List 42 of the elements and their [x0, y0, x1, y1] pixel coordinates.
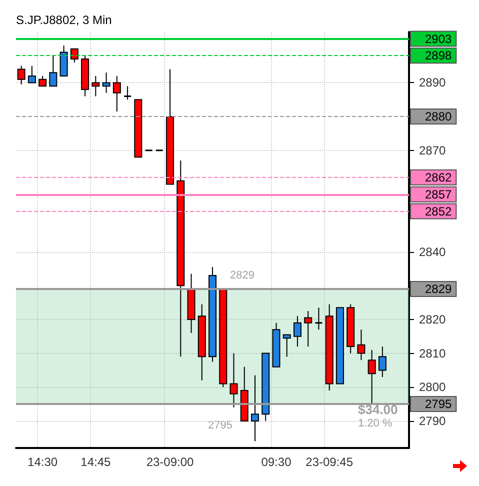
y-tick-label: 2800	[419, 380, 446, 394]
candlestick	[92, 75, 100, 97]
candlestick	[60, 45, 68, 76]
y-tick-label: 2890	[419, 76, 446, 90]
candlestick	[282, 334, 291, 358]
x-tick-label: 23-09:45	[306, 455, 354, 469]
y-tick-label: 2840	[419, 244, 446, 259]
candlestick	[17, 65, 26, 85]
candlestick	[230, 352, 238, 408]
y-tick-label: 2820	[419, 312, 446, 326]
x-tick-label: 09:30	[261, 455, 292, 469]
candlestick	[250, 374, 259, 442]
chart-title: S.JP.J8802, 3 Min	[16, 13, 112, 27]
x-tick-label: 23-09:00	[146, 455, 194, 469]
candlestick	[123, 86, 132, 100]
candlestick	[38, 75, 47, 87]
ref-line-label: 2862	[425, 170, 452, 184]
y-tick-label: 2790	[419, 414, 446, 428]
ref-line-label: 2795	[425, 397, 452, 412]
candlestick	[28, 65, 36, 84]
candlestick	[378, 346, 386, 378]
annotation: $34.00	[358, 402, 398, 417]
ref-line-label: 2829	[425, 282, 452, 296]
ref-line-label: 2852	[425, 204, 452, 218]
ref-line-label: 2880	[425, 110, 452, 124]
candlestick	[357, 329, 366, 361]
candlestick	[368, 349, 376, 405]
candlestick	[70, 48, 78, 63]
ref-line-label: 2857	[425, 187, 452, 202]
y-tick-label: 2810	[419, 346, 446, 360]
x-tick-label: 14:30	[28, 455, 58, 469]
candlestick	[112, 75, 121, 112]
ref-line-label: 2903	[425, 32, 452, 46]
y-tick-label: 2870	[419, 143, 446, 158]
x-tick-label: 14:45	[80, 455, 111, 469]
annotation: 2829	[230, 270, 254, 282]
candlestick	[314, 307, 323, 330]
candlestick	[293, 316, 302, 348]
candlestick	[102, 72, 110, 94]
candlestick	[304, 310, 312, 348]
candlestick	[49, 55, 58, 87]
ref-line-label: 2898	[425, 48, 452, 63]
